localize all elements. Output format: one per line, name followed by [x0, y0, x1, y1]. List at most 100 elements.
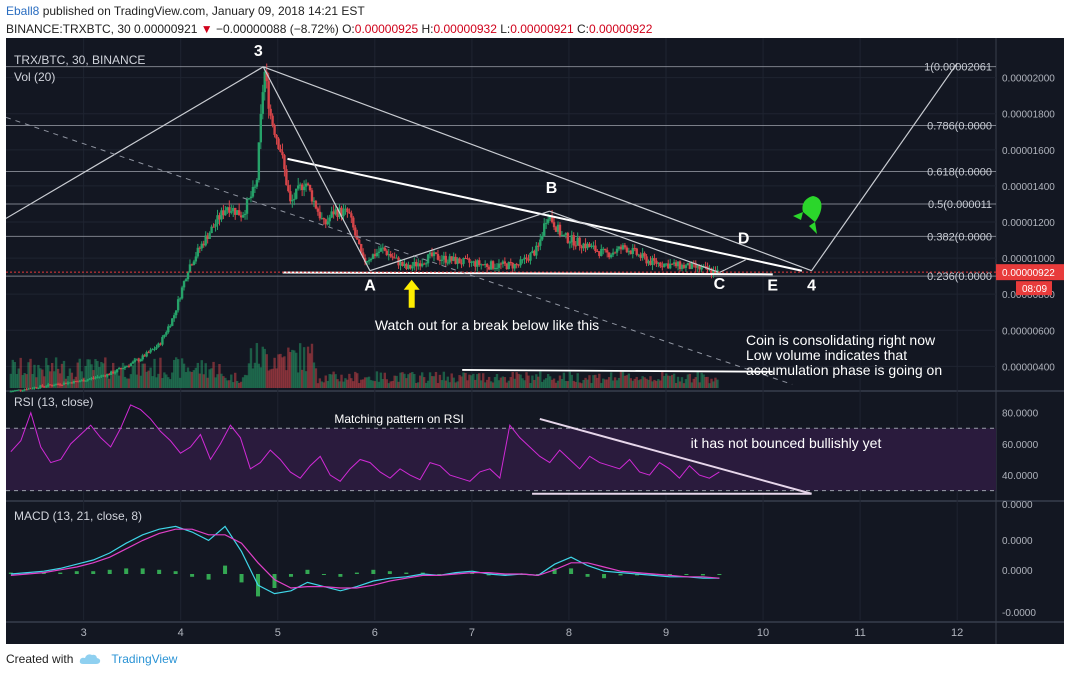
volume-bar	[208, 369, 211, 388]
volume-bar	[295, 352, 298, 388]
macd-hist-bar	[288, 574, 293, 577]
candle-body	[202, 243, 205, 246]
candle-body	[651, 258, 654, 265]
candle-body	[135, 359, 139, 361]
volume-bar	[133, 358, 137, 388]
macd-hist-bar	[387, 571, 392, 574]
volume-bar	[639, 379, 642, 388]
wave-label-D: D	[738, 231, 750, 248]
candle-body	[269, 108, 272, 116]
volume-bar	[29, 358, 32, 388]
volume-bar	[310, 343, 314, 388]
volume-bar	[358, 383, 361, 388]
volume-bar	[228, 380, 231, 388]
volume-bar	[216, 374, 219, 388]
candle-body	[552, 222, 556, 228]
volume-bar	[635, 376, 638, 388]
volume-bar	[375, 371, 379, 388]
volume-bar	[607, 377, 611, 388]
volume-bar	[444, 380, 448, 388]
candle-body	[176, 299, 180, 311]
macd-hist-bar	[634, 574, 639, 576]
published-text: published on TradingView.com, January 09…	[42, 4, 365, 18]
volume-bar	[576, 373, 579, 388]
volume-bar	[361, 379, 365, 388]
candle-body	[700, 267, 703, 270]
candle-body	[539, 239, 542, 246]
volume-bar	[356, 373, 359, 388]
candle-body	[525, 257, 528, 259]
candle-body	[275, 134, 278, 139]
candle-body	[322, 218, 325, 220]
chart-svg[interactable]: 1(0.00002061 0.786(0.0000 0.618(0.0000 0.5(…	[6, 38, 1064, 644]
volume-bar	[147, 370, 150, 388]
candle-body	[50, 385, 54, 387]
volume-bar	[387, 383, 390, 388]
volume-bar	[604, 379, 607, 388]
candle-body	[188, 264, 192, 273]
low-value: 0.00000921	[510, 22, 577, 36]
volume-bar	[598, 373, 601, 388]
candle-body	[279, 149, 282, 152]
volume-bar	[279, 353, 282, 388]
volume-bar	[153, 358, 156, 388]
candle-body	[56, 384, 60, 386]
drawings	[6, 62, 996, 385]
volume-bar	[478, 373, 481, 388]
volume-bar	[251, 368, 255, 388]
volume-bar	[483, 382, 487, 388]
candle-body	[617, 246, 621, 249]
volume-bar	[503, 377, 507, 388]
candle-body	[487, 267, 491, 270]
macd-hist-bar	[8, 572, 13, 574]
volume-bar	[176, 359, 180, 388]
volume-bar	[314, 368, 318, 388]
pattern-line	[6, 66, 264, 219]
volume-bar	[621, 371, 625, 388]
rsi-trendline	[539, 417, 812, 495]
volume-bar	[261, 346, 264, 388]
candle-body	[68, 382, 72, 384]
note-break: Watch out for a break below like this	[375, 317, 599, 333]
volume-trendline	[462, 369, 773, 373]
volume-bar	[495, 374, 499, 388]
volume-bar	[420, 372, 424, 388]
candle-body	[190, 264, 194, 266]
candle-body	[291, 199, 294, 202]
volume-bar	[249, 348, 253, 388]
candle-body	[117, 368, 121, 370]
author-link[interactable]: Eball8	[6, 4, 40, 18]
volume-bar	[535, 374, 538, 388]
volume-bar	[19, 357, 22, 388]
candle-body	[521, 259, 524, 261]
candle-body	[196, 247, 200, 257]
candle-body	[312, 200, 316, 202]
volume-bar	[171, 372, 174, 388]
candle-body	[60, 384, 64, 386]
candle-body	[356, 235, 359, 240]
candle-body	[155, 347, 158, 349]
volume-bar	[653, 379, 656, 388]
chart-area[interactable]: 1(0.00002061 0.786(0.0000 0.618(0.0000 0.5(…	[6, 38, 1064, 644]
volume-bar	[409, 372, 412, 388]
volume-bar	[491, 382, 495, 388]
volume-bar	[56, 368, 60, 388]
macd-tick: 0.0000	[1002, 566, 1033, 577]
volume-bar	[397, 381, 400, 388]
volume-bar	[54, 357, 58, 388]
candle-body	[216, 215, 219, 224]
candle-body	[482, 264, 485, 266]
tradingview-link[interactable]: TradingView	[111, 652, 178, 666]
candle-body	[478, 260, 481, 265]
candle-body	[507, 262, 510, 269]
candle-body	[66, 382, 70, 384]
candle-body	[171, 318, 174, 326]
trendline-support	[282, 271, 773, 276]
wave-label-C: C	[714, 276, 726, 293]
volume-bar	[393, 375, 396, 388]
volume-bar	[363, 377, 367, 388]
volume-bar	[210, 368, 213, 388]
candle-body	[267, 81, 270, 109]
volume-bar	[403, 373, 406, 388]
volume-bar	[541, 381, 544, 388]
